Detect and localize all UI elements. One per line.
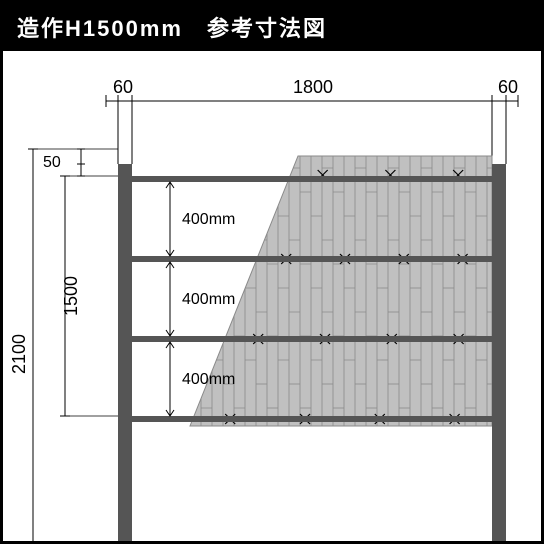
dim-1500: 1500 [61,276,81,316]
diagram-svg: 2100 1500 400mm 400mm 400mm [3,49,541,541]
diagram-frame: 造作H1500mm 参考寸法図 60 1800 60 50 2100 1500 40… [0,0,544,544]
dim-top-right-gap: 60 [498,77,518,98]
dim-rail-gap-1: 400mm [182,291,235,308]
dim-rail-gap-2: 400mm [182,371,235,388]
dim-2100: 2100 [9,334,29,374]
dim-top-left-gap: 60 [113,77,133,98]
drawing-area: 60 1800 60 50 2100 1500 400mm 400mm 400mm [3,49,541,541]
dim-rail-gap-0: 400mm [182,211,235,228]
title-text: 造作H1500mm 参考寸法図 [17,16,327,41]
dim-top-span: 1800 [293,77,333,98]
dim-left-top-gap: 50 [43,154,61,172]
title-bar: 造作H1500mm 参考寸法図 [3,3,541,51]
